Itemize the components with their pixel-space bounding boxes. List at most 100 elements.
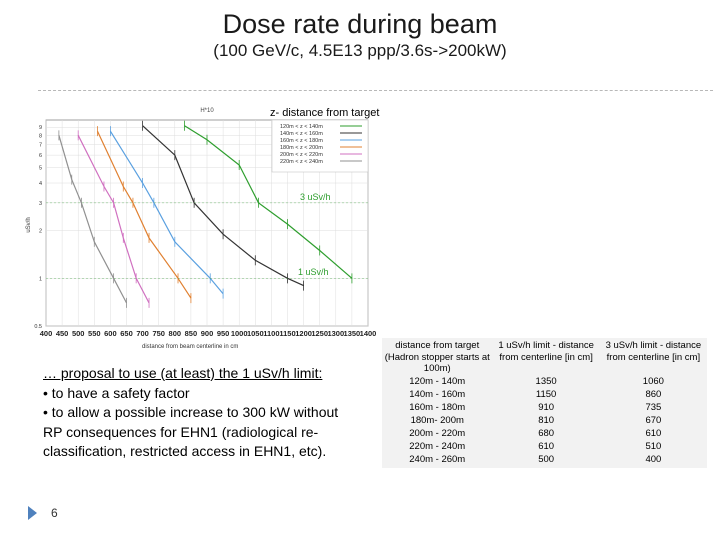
proposal-text: … proposal to use (at least) the 1 uSv/h… [43, 364, 353, 462]
proposal-bullet-1-text: to have a safety factor [51, 384, 190, 401]
x-tick-label: 500 [72, 329, 85, 338]
table-cell: 860 [645, 388, 662, 400]
x-tick-label: 1250 [311, 329, 328, 338]
bullet-symbol: • [43, 404, 48, 420]
x-tick-label: 1350 [344, 329, 361, 338]
x-tick-label: 1400 [360, 329, 377, 338]
x-tick-label: 650 [120, 329, 133, 338]
y-tick-labels: 0.5 1 2 3 4 5 6 7 8 9 [34, 125, 42, 330]
legend-label: 160m < z < 180m [280, 138, 323, 144]
y-tick-label: 4 [39, 181, 42, 187]
proposal-bullet-1: • to have a safety factor [43, 384, 353, 404]
x-tick-label: 950 [217, 329, 230, 338]
x-tick-label: 1050 [247, 329, 264, 338]
y-tick-label: 1 [39, 276, 42, 282]
slide-title: Dose rate during beam [222, 9, 498, 39]
legend-title: z- distance from target [270, 107, 379, 119]
series-line-4 [96, 130, 192, 299]
page-footer: 6 [28, 506, 58, 520]
legend-label: 220m < z < 240m [280, 159, 323, 165]
table-row: 160m - 180m 910 735 [382, 401, 707, 414]
table-cell: 735 [645, 401, 662, 413]
table-cell: 180m- 200m [410, 414, 464, 426]
table-cell: 400 [645, 453, 662, 465]
proposal-bullet-2-text: to allow a possible increase to 300 kW w… [43, 404, 339, 459]
table-header-1usvh: 1 uSv/h limit - distance from centerline… [498, 340, 594, 363]
table-cell: 1350 [535, 375, 557, 387]
proposal-bullet-2: • to allow a possible increase to 300 kW… [43, 403, 353, 462]
y-tick-label: 7 [39, 143, 42, 149]
x-tick-label: 1300 [327, 329, 344, 338]
table-cell: 200m - 220m [409, 427, 466, 439]
x-tick-label: 1000 [231, 329, 248, 338]
table-cell: 240m - 260m [409, 453, 466, 465]
x-tick-label: 600 [104, 329, 117, 338]
title-divider [38, 90, 713, 91]
x-tick-label: 1100 [263, 329, 279, 338]
dose-rate-plot: 400 450 500 550 600 650 700 750 800 850 900 950 1000… [22, 100, 394, 352]
proposal-intro: … proposal to use (at least) the 1 uSv/h… [43, 365, 323, 381]
y-tick-label: 8 [39, 133, 42, 139]
table-cell: 500 [538, 453, 555, 465]
x-tick-label: 1200 [295, 329, 312, 338]
table-cell: 910 [538, 401, 555, 413]
table-cell: 140m - 160m [409, 388, 466, 400]
table-cell: 220m - 240m [409, 440, 466, 452]
bullet-symbol: • [43, 384, 48, 401]
table-header-distance: distance from target (Hadron stopper sta… [384, 340, 490, 374]
x-tick-label: 850 [185, 329, 198, 338]
plot-title: H*10 [200, 108, 214, 114]
legend-label: 140m < z < 160m [280, 131, 323, 137]
table-cell: 1150 [535, 388, 557, 400]
table-header-row: distance from target (Hadron stopper sta… [382, 338, 707, 375]
x-tick-labels: 400 450 500 550 600 650 700 750 800 850 900 950 1000… [40, 329, 377, 338]
series-line-3 [109, 130, 224, 295]
x-tick-label: 900 [201, 329, 214, 338]
x-tick-label: 800 [169, 329, 182, 338]
slide-arrow-icon [28, 506, 37, 520]
table-row: 200m - 220m 680 610 [382, 427, 707, 440]
table-cell: 610 [538, 440, 555, 452]
table-cell: 1060 [642, 375, 664, 387]
table-cell: 680 [538, 427, 555, 439]
y-tick-label: 6 [39, 153, 42, 159]
x-axis-label: distance from beam centerline in cm [142, 344, 238, 350]
legend-box [271, 119, 369, 173]
annotation-1-usvh: 1 uSv/h [298, 267, 329, 277]
table-cell: 670 [645, 414, 662, 426]
table-row: 240m - 260m 500 400 [382, 453, 707, 466]
table-row: 120m - 140m 1350 1060 [382, 375, 707, 388]
x-tick-label: 1150 [279, 329, 295, 338]
legend-label: 120m < z < 140m [280, 124, 323, 130]
series-line-5 [77, 135, 150, 304]
page-number: 6 [51, 506, 58, 520]
table-row: 140m - 160m 1150 860 [382, 388, 707, 401]
table-cell: 810 [538, 414, 555, 426]
table-cell: 510 [645, 440, 662, 452]
y-tick-label: 3 [39, 201, 42, 207]
x-tick-label: 750 [152, 329, 165, 338]
x-tick-label: 550 [88, 329, 101, 338]
y-tick-label: 9 [39, 125, 42, 131]
table-row: 180m- 200m 810 670 [382, 414, 707, 427]
legend-label: 180m < z < 200m [280, 145, 323, 151]
y-axis-label: uSv/h [26, 217, 32, 232]
table-header-3usvh: 3 uSv/h limit - distance from centerline… [605, 340, 702, 363]
x-tick-label: 700 [136, 329, 149, 338]
table-row: 220m - 240m 610 510 [382, 440, 707, 453]
limits-table-grid: distance from target (Hadron stopper sta… [382, 338, 707, 466]
x-tick-label: 450 [56, 329, 69, 338]
y-tick-label: 0.5 [34, 324, 42, 330]
table-cell: 120m - 140m [409, 375, 466, 387]
y-tick-label: 2 [39, 229, 42, 235]
series-line-6 [58, 135, 128, 304]
limits-table: distance from target (Hadron stopper sta… [382, 338, 707, 468]
slide-subtitle: (100 GeV/c, 4.5E13 ppp/3.6s->200kW) [213, 41, 507, 60]
y-tick-label: 5 [39, 166, 42, 172]
table-cell: 160m - 180m [409, 401, 466, 413]
legend-label: 200m < z < 220m [280, 152, 323, 158]
x-tick-label: 400 [40, 329, 53, 338]
threshold-lines [46, 202, 368, 279]
